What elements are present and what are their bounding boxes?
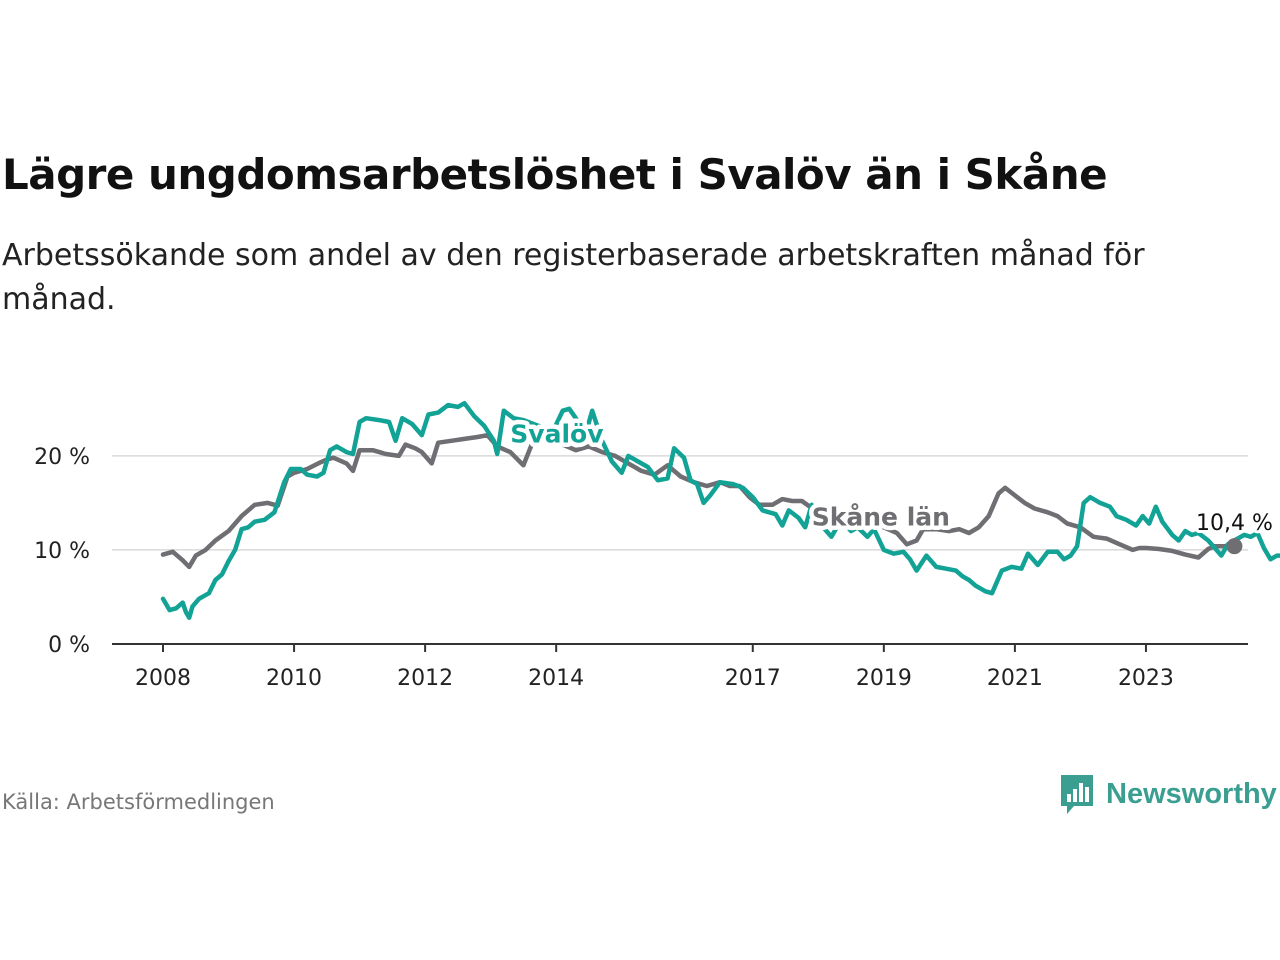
x-tick-label: 2014 <box>528 666 584 691</box>
series-label: Skåne län <box>812 502 950 531</box>
x-tick-label: 2017 <box>725 666 781 691</box>
chart-subtitle: Arbetssökande som andel av den registerb… <box>2 238 1145 317</box>
series-label: Svalöv <box>510 420 603 449</box>
x-tick-label: 2010 <box>266 666 322 691</box>
end-label-halo: 10,4 % <box>1196 511 1273 536</box>
x-tick-label: 2021 <box>987 666 1043 691</box>
end-label: 10,4 % <box>1196 511 1273 536</box>
series-label-halo: Skåne län <box>812 502 950 531</box>
x-tick-label: 2019 <box>856 666 912 691</box>
line-chart: 0 % 10 % 20 % 2008 2010 2012 2014 2017 2019 2021 2… <box>34 400 1280 691</box>
y-tick-label: 0 % <box>48 633 90 658</box>
chart-title: Lägre ungdomsarbetslöshet i Svalöv än i … <box>2 150 1108 199</box>
x-tick-label: 2023 <box>1118 666 1174 691</box>
source-note: Källa: Arbetsförmedlingen <box>2 790 275 814</box>
end-point <box>1226 538 1243 555</box>
x-tick-label: 2012 <box>397 666 453 691</box>
y-tick-label: 20 % <box>34 445 90 470</box>
brand[interactable]: Newsworthy <box>1058 772 1277 816</box>
newsworthy-logo-icon <box>1061 775 1093 814</box>
y-tick-label: 10 % <box>34 539 90 564</box>
brand-name: Newsworthy <box>1106 777 1277 810</box>
series-label-halo: Svalöv <box>510 420 603 449</box>
series-line-sk-ne-l-n <box>160 432 1237 570</box>
series-line-sval-v <box>160 400 1280 620</box>
x-tick-label: 2008 <box>135 666 191 691</box>
